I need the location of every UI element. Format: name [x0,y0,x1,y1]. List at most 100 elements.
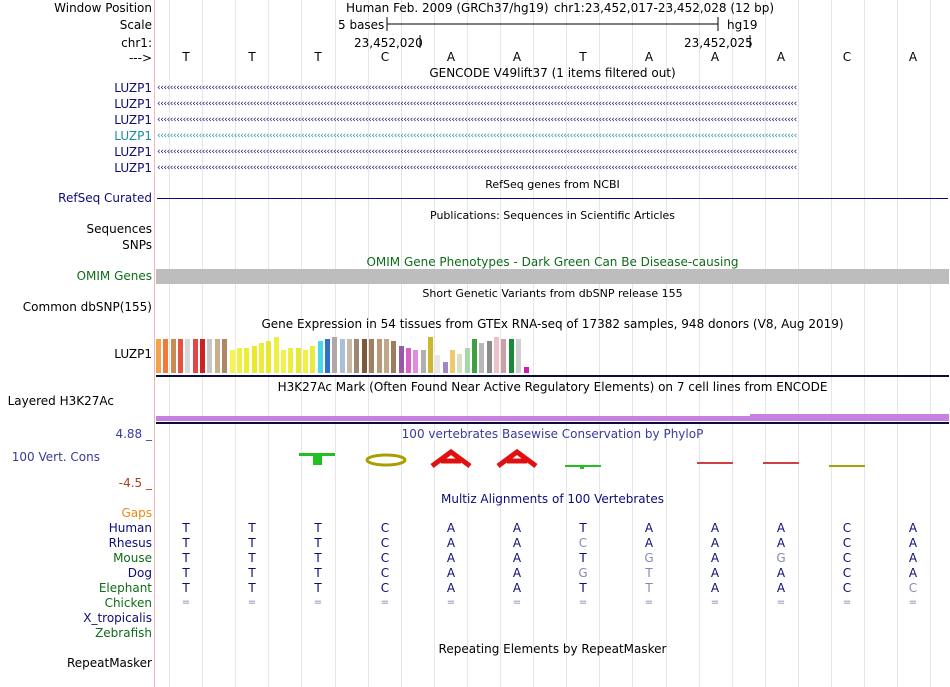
gtex-tissue-bar[interactable] [516,339,522,373]
h3k27ac-label[interactable]: Layered H3K27Ac [7,394,114,408]
gtex-tissue-bar[interactable] [472,339,478,373]
gtex-tissue-bar[interactable] [207,339,213,373]
gtex-tissue-bar[interactable] [354,339,360,373]
gencode-gene-label[interactable]: LUZP1 [114,161,152,175]
repeatmasker-label[interactable]: RepeatMasker [66,656,152,670]
species-label[interactable]: X_tropicalis [83,611,152,625]
gencode-gene-track[interactable]: ‹‹‹‹‹‹‹‹‹‹‹‹‹‹‹‹‹‹‹‹‹‹‹‹‹‹‹‹‹‹‹‹‹‹‹‹‹‹‹‹… [157,131,797,141]
gtex-tissue-bar[interactable] [325,339,331,373]
gtex-tissue-bar[interactable] [479,343,485,373]
gencode-gene-track[interactable]: ‹‹‹‹‹‹‹‹‹‹‹‹‹‹‹‹‹‹‹‹‹‹‹‹‹‹‹‹‹‹‹‹‹‹‹‹‹‹‹‹… [157,163,797,173]
gtex-tissue-bar[interactable] [523,367,529,373]
omim-title: OMIM Gene Phenotypes - Dark Green Can Be… [366,255,739,269]
phylop-letter-a2 [496,448,538,469]
alignment-base: T [248,566,256,580]
sequences-label[interactable]: Sequences [86,222,152,236]
gtex-tissue-bar[interactable] [192,339,198,373]
gtex-tissue-bar[interactable] [369,339,375,373]
gtex-tissue-bar[interactable] [310,346,316,373]
phylop-label[interactable]: 100 Vert. Cons [11,450,100,464]
gtex-tissue-bar[interactable] [303,350,308,373]
gtex-tissue-bar[interactable] [508,339,514,373]
gtex-tissue-bar[interactable] [427,337,433,373]
alignment-base: = [842,597,852,608]
gtex-tissue-bar[interactable] [170,339,176,373]
gencode-gene-label[interactable]: LUZP1 [114,113,152,127]
gtex-bar-chart[interactable] [156,333,536,373]
species-label[interactable]: Elephant [98,581,152,595]
gtex-tissue-bar[interactable] [383,339,389,373]
gtex-tissue-bar[interactable] [486,341,492,373]
gtex-tissue-bar[interactable] [229,350,235,373]
omim-label[interactable]: OMIM Genes [76,269,152,283]
gtex-tissue-bar[interactable] [236,348,242,373]
gtex-tissue-bar[interactable] [442,362,448,373]
alignment-base: A [908,521,918,535]
gtex-tissue-bar[interactable] [405,348,411,373]
species-label[interactable]: Human [108,521,152,535]
dbsnp-label[interactable]: Common dbSNP(155) [22,300,152,314]
alignment-base: A [512,536,522,550]
gencode-gene-track[interactable]: ‹‹‹‹‹‹‹‹‹‹‹‹‹‹‹‹‹‹‹‹‹‹‹‹‹‹‹‹‹‹‹‹‹‹‹‹‹‹‹‹… [157,83,797,93]
gtex-gene-label[interactable]: LUZP1 [114,347,152,361]
gencode-gene-track[interactable]: ‹‹‹‹‹‹‹‹‹‹‹‹‹‹‹‹‹‹‹‹‹‹‹‹‹‹‹‹‹‹‹‹‹‹‹‹‹‹‹‹… [157,147,797,157]
gtex-tissue-bar[interactable] [391,341,397,373]
gtex-tissue-bar[interactable] [200,339,206,373]
gtex-tissue-bar[interactable] [413,350,419,373]
gtex-tissue-bar[interactable] [266,341,272,373]
alignment-base: T [248,521,256,535]
gencode-gene-track[interactable]: ‹‹‹‹‹‹‹‹‹‹‹‹‹‹‹‹‹‹‹‹‹‹‹‹‹‹‹‹‹‹‹‹‹‹‹‹‹‹‹‹… [157,115,797,125]
gtex-tissue-bar[interactable] [156,339,161,373]
snps-label[interactable]: SNPs [122,238,152,252]
scale-text: 5 bases [338,18,385,32]
gtex-tissue-bar[interactable] [501,339,507,373]
gtex-tissue-bar[interactable] [280,350,286,373]
alignment-base: A [776,566,786,580]
species-label[interactable]: Mouse [113,551,152,565]
gtex-tissue-bar[interactable] [332,337,338,373]
gencode-gene-label[interactable]: LUZP1 [114,81,152,95]
gtex-tissue-bar[interactable] [222,339,228,373]
gtex-tissue-bar[interactable] [347,339,353,373]
omim-bar[interactable] [156,269,949,284]
gtex-tissue-bar[interactable] [163,339,169,373]
gtex-tissue-bar[interactable] [457,354,463,373]
gtex-tissue-bar[interactable] [494,337,500,373]
gencode-gene-label[interactable]: LUZP1 [114,97,152,111]
gtex-tissue-bar[interactable] [464,348,470,373]
gtex-tissue-bar[interactable] [450,350,455,373]
gtex-tissue-bar[interactable] [420,350,426,373]
species-label[interactable]: Rhesus [108,536,152,550]
gtex-tissue-bar[interactable] [398,346,404,373]
gtex-tissue-bar[interactable] [317,341,323,373]
publications-title: Publications: Sequences in Scientific Ar… [430,209,675,222]
gtex-tissue-bar[interactable] [361,339,367,373]
species-label[interactable]: Zebrafish [95,626,152,640]
assembly-title: Human Feb. 2009 (GRCh37/hg19) [346,1,549,15]
gtex-tissue-bar[interactable] [288,348,294,373]
gaps-label[interactable]: Gaps [121,506,152,520]
gtex-tissue-bar[interactable] [185,339,191,373]
alignment-base: A [512,521,522,535]
gtex-tissue-bar[interactable] [244,348,250,373]
gtex-tissue-bar[interactable] [178,339,184,373]
gtex-tissue-bar[interactable] [295,348,301,373]
gtex-tissue-bar[interactable] [258,343,264,373]
gencode-gene-label[interactable]: LUZP1 [114,129,152,143]
gtex-tissue-bar[interactable] [435,355,441,373]
gtex-tissue-bar[interactable] [339,339,345,373]
refseq-label[interactable]: RefSeq Curated [58,191,152,205]
alignment-base: T [248,581,256,595]
gtex-tissue-bar[interactable] [376,339,382,373]
refseq-gene-line[interactable] [157,198,948,199]
species-label[interactable]: Chicken [104,596,152,610]
h3k27ac-signal[interactable] [156,416,949,421]
gencode-gene-track[interactable]: ‹‹‹‹‹‹‹‹‹‹‹‹‹‹‹‹‹‹‹‹‹‹‹‹‹‹‹‹‹‹‹‹‹‹‹‹‹‹‹‹… [157,99,797,109]
gencode-gene-label[interactable]: LUZP1 [114,145,152,159]
gtex-tissue-bar[interactable] [214,339,220,373]
gtex-tissue-bar[interactable] [273,337,279,373]
alignment-base: A [710,521,720,535]
species-label[interactable]: Dog [127,566,152,580]
gtex-tissue-bar[interactable] [251,346,257,373]
